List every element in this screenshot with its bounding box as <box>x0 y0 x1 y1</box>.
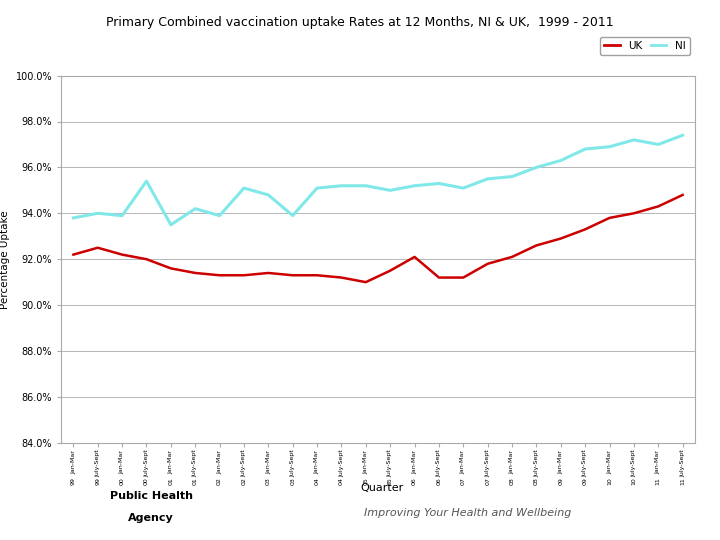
Text: 03: 03 <box>290 477 295 485</box>
Text: Agency: Agency <box>128 513 174 523</box>
Text: 07: 07 <box>461 477 466 485</box>
Text: July-Sept: July-Sept <box>582 450 588 477</box>
Text: July-Sept: July-Sept <box>485 450 490 477</box>
Text: 11: 11 <box>680 477 685 485</box>
Text: Jan-Mar: Jan-Mar <box>315 450 320 474</box>
Text: Jan-Mar: Jan-Mar <box>266 450 271 474</box>
Text: 01: 01 <box>168 477 174 485</box>
Text: July-Sept: July-Sept <box>387 450 392 477</box>
Text: July-Sept: July-Sept <box>436 450 441 477</box>
Text: Jan-Mar: Jan-Mar <box>558 450 563 474</box>
Text: Jan-Mar: Jan-Mar <box>168 450 174 474</box>
Text: 99: 99 <box>95 477 100 485</box>
Text: July-Sept: July-Sept <box>631 450 636 477</box>
Text: 09: 09 <box>582 477 588 485</box>
Text: 06: 06 <box>436 477 441 485</box>
Legend: UK, NI: UK, NI <box>600 37 690 55</box>
Text: 10: 10 <box>607 477 612 485</box>
Text: July-Sept: July-Sept <box>339 450 344 477</box>
Text: Primary Combined vaccination uptake Rates at 12 Months, NI & UK,  1999 - 2011: Primary Combined vaccination uptake Rate… <box>106 16 614 29</box>
Text: Jan-Mar: Jan-Mar <box>120 450 125 474</box>
Text: 05: 05 <box>364 477 369 485</box>
Text: Jan-Mar: Jan-Mar <box>607 450 612 474</box>
Text: July-Sept: July-Sept <box>241 450 246 477</box>
Text: Jan-Mar: Jan-Mar <box>510 450 515 474</box>
Text: July-Sept: July-Sept <box>193 450 198 477</box>
Text: 08: 08 <box>510 477 515 485</box>
Text: 02: 02 <box>217 477 222 485</box>
Text: July-Sept: July-Sept <box>144 450 149 477</box>
Text: 00: 00 <box>120 477 125 485</box>
Text: Jan-Mar: Jan-Mar <box>217 450 222 474</box>
Text: 11: 11 <box>656 477 661 485</box>
Text: 07: 07 <box>485 477 490 485</box>
Text: 01: 01 <box>193 477 198 485</box>
Text: Improving Your Health and Wellbeing: Improving Your Health and Wellbeing <box>364 508 572 518</box>
Text: 04: 04 <box>339 477 344 485</box>
Text: 03: 03 <box>266 477 271 485</box>
Text: 02: 02 <box>241 477 246 485</box>
Text: Jan-Mar: Jan-Mar <box>656 450 661 474</box>
Text: Jan-Mar: Jan-Mar <box>71 450 76 474</box>
Text: 06: 06 <box>412 477 417 485</box>
Text: July-Sept: July-Sept <box>290 450 295 477</box>
Text: Jan-Mar: Jan-Mar <box>364 450 369 474</box>
Text: Quarter: Quarter <box>360 483 403 494</box>
Text: 99: 99 <box>71 477 76 485</box>
Text: Jan-Mar: Jan-Mar <box>461 450 466 474</box>
Text: Jan-Mar: Jan-Mar <box>412 450 417 474</box>
Text: July-Sept: July-Sept <box>95 450 100 477</box>
Text: HSC: HSC <box>58 498 86 511</box>
Text: 08: 08 <box>534 477 539 485</box>
Text: 00: 00 <box>144 477 149 485</box>
Text: Public Health: Public Health <box>109 491 193 502</box>
Text: 05: 05 <box>387 477 392 485</box>
Text: 09: 09 <box>558 477 563 485</box>
Text: 04: 04 <box>315 477 320 485</box>
Text: 10: 10 <box>631 477 636 485</box>
Y-axis label: Percentage Uptake: Percentage Uptake <box>0 210 10 308</box>
Text: July-Sept: July-Sept <box>680 450 685 477</box>
Text: July-Sept: July-Sept <box>534 450 539 477</box>
